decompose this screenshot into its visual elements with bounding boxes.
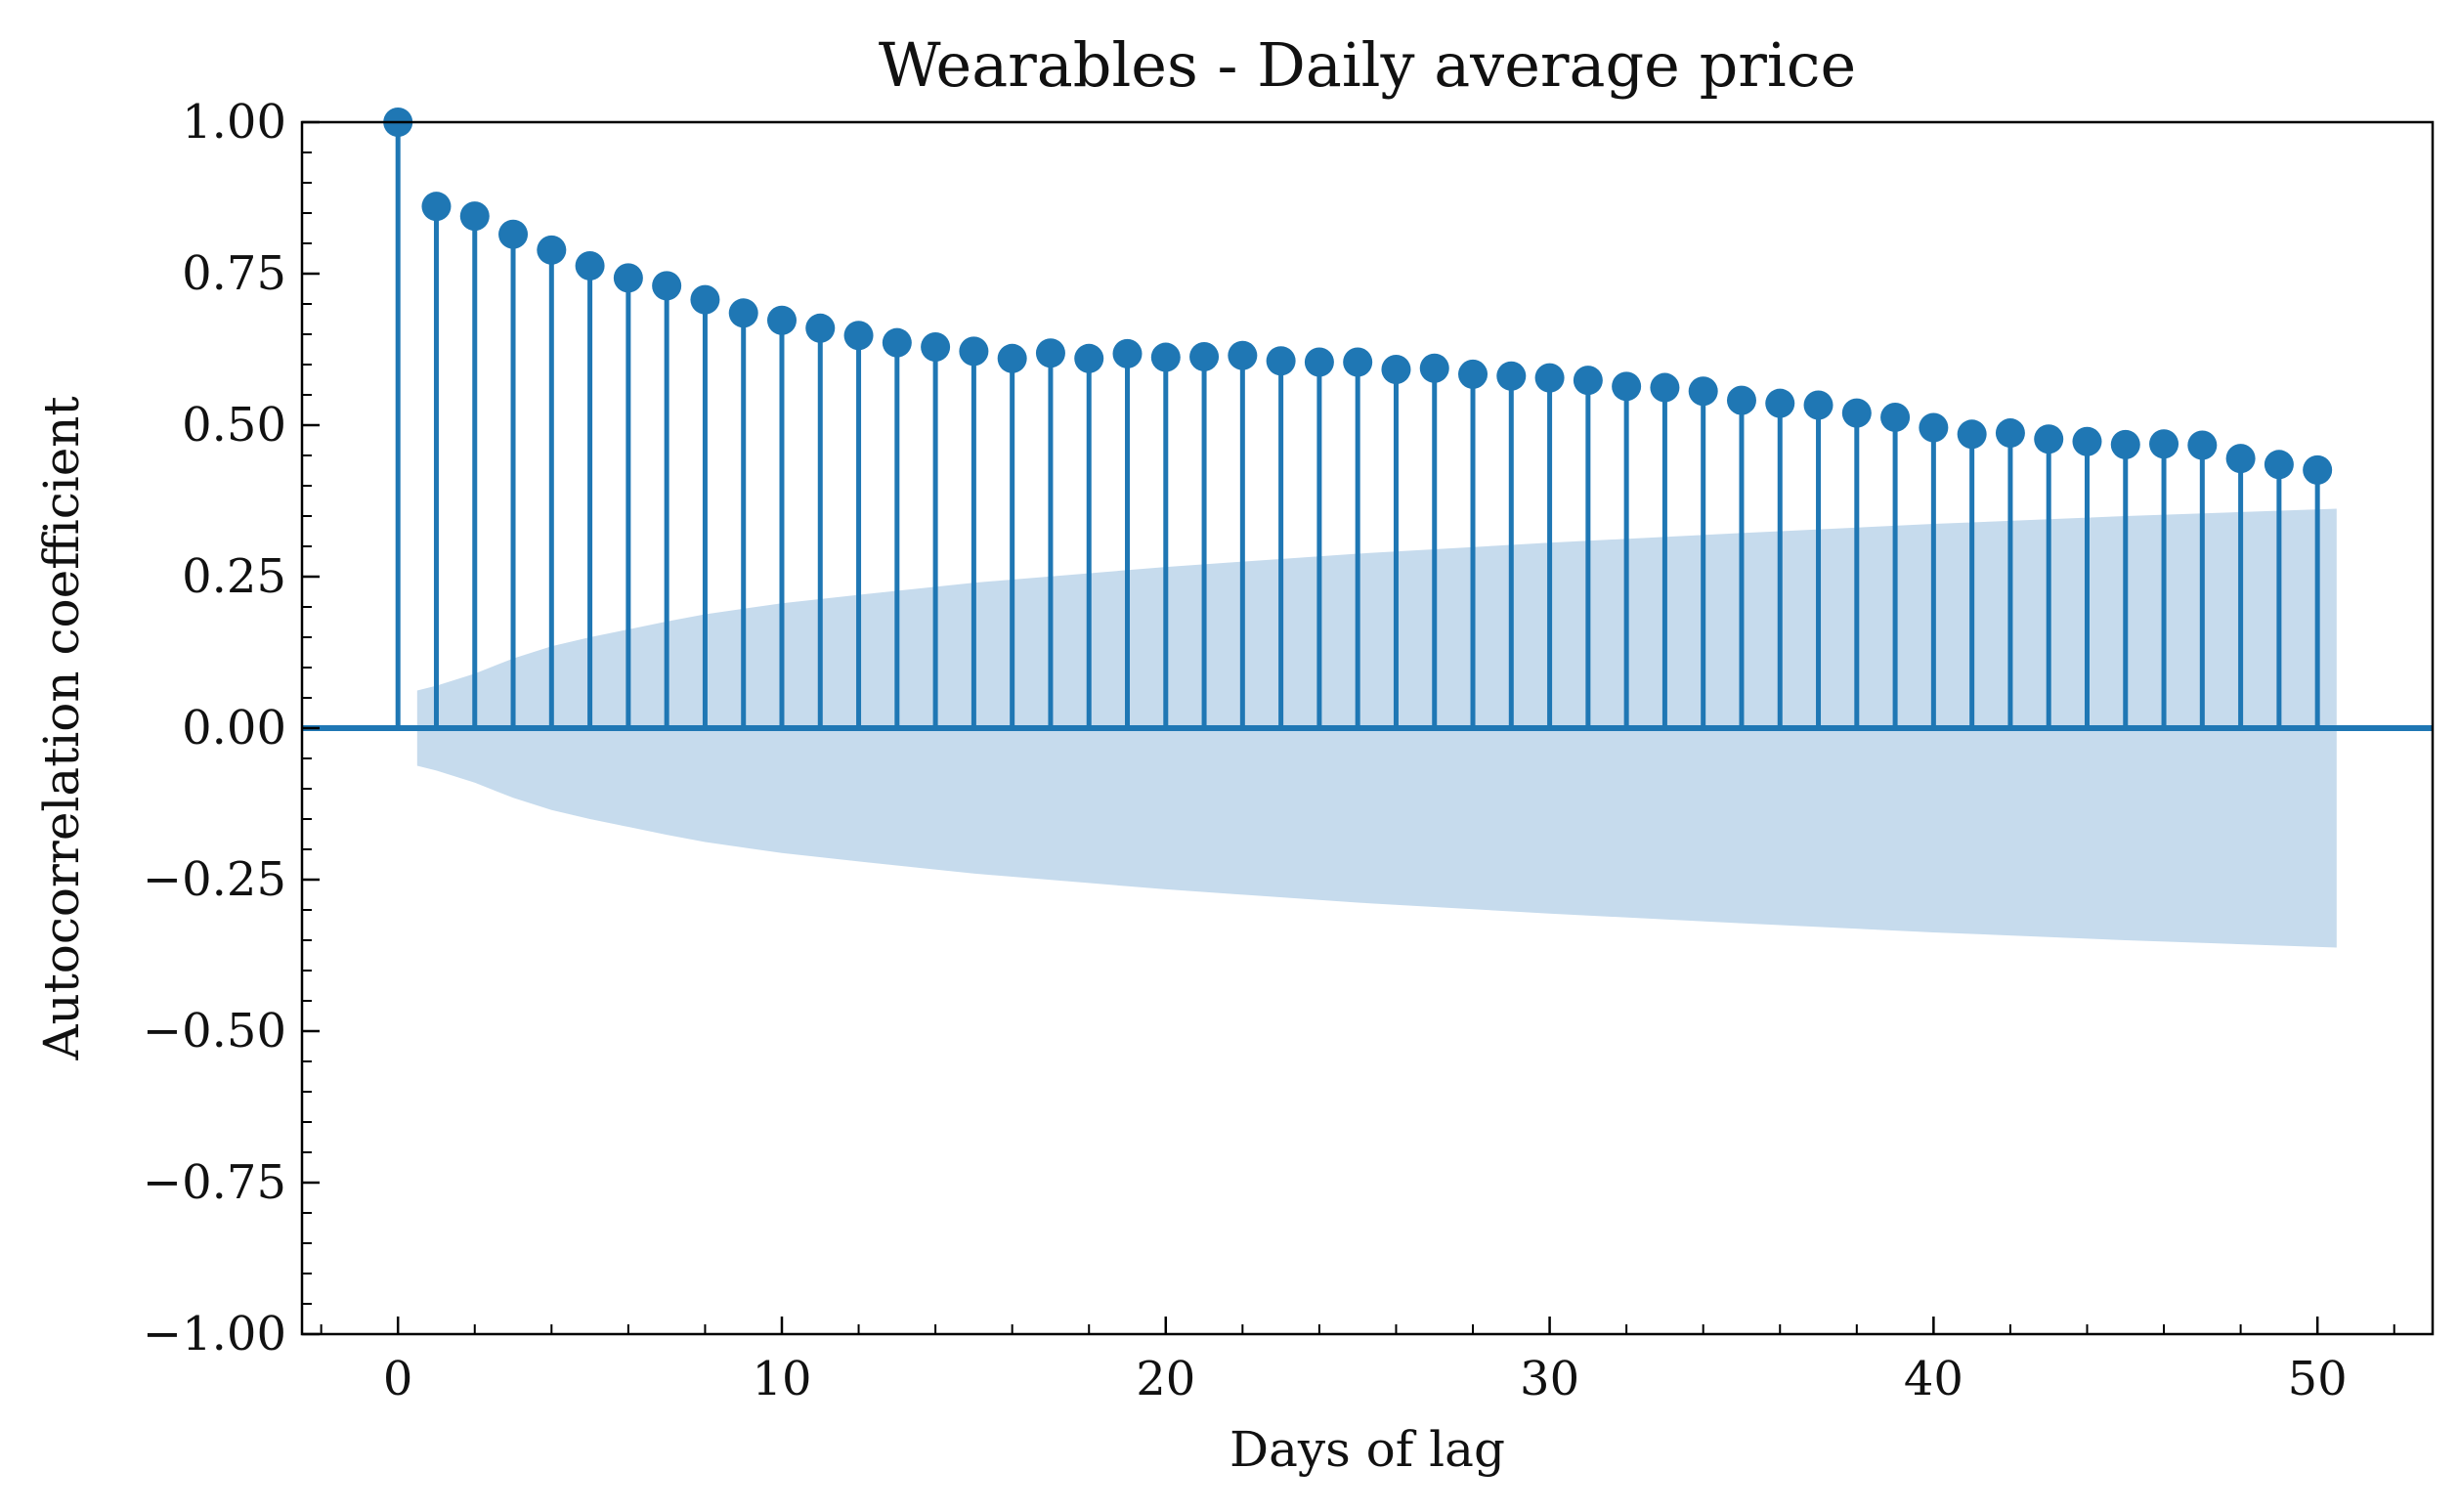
acf-point-lag-27 (1419, 353, 1449, 383)
acf-point-lag-24 (1304, 347, 1334, 377)
acf-point-lag-28 (1458, 359, 1488, 389)
acf-point-lag-38 (1841, 398, 1872, 428)
acf-point-lag-21 (1189, 341, 1220, 371)
y-tick-label: 1.00 (182, 95, 286, 150)
acf-point-lag-20 (1150, 342, 1181, 372)
acf-point-lag-18 (1074, 343, 1104, 373)
acf-point-lag-4 (537, 235, 567, 265)
acf-point-lag-3 (498, 219, 529, 249)
acf-point-lag-33 (1650, 372, 1680, 403)
acf-point-lag-5 (575, 250, 605, 281)
acf-point-lag-44 (2072, 426, 2102, 456)
acf-point-lag-49 (2264, 450, 2294, 480)
acf-point-lag-48 (2225, 444, 2256, 474)
y-tick-label: −1.00 (143, 1307, 286, 1361)
y-tick-label: 0.25 (182, 549, 286, 604)
acf-point-lag-10 (766, 305, 797, 335)
acf-point-lag-9 (728, 298, 758, 328)
acf-point-lag-26 (1381, 354, 1411, 384)
acf-point-lag-2 (459, 201, 490, 232)
y-tick-label: −0.25 (143, 852, 286, 907)
acf-point-lag-29 (1496, 361, 1527, 391)
acf-point-lag-47 (2187, 430, 2218, 460)
acf-point-lag-30 (1534, 363, 1565, 393)
acf-point-lag-1 (421, 192, 452, 222)
acf-point-lag-12 (843, 321, 874, 351)
acf-point-lag-19 (1112, 338, 1143, 368)
acf-point-lag-34 (1688, 376, 1718, 407)
acf-point-lag-31 (1573, 366, 1603, 396)
acf-point-lag-41 (1957, 419, 1987, 450)
plot-frame (300, 120, 2435, 1336)
acf-point-lag-17 (1035, 338, 1065, 368)
acf-point-lag-22 (1228, 340, 1258, 370)
y-tick-label: −0.50 (143, 1004, 286, 1058)
acf-point-lag-42 (1995, 418, 2025, 449)
acf-point-lag-25 (1343, 347, 1373, 377)
x-tick-label: 30 (1520, 1352, 1579, 1406)
acf-point-lag-23 (1266, 346, 1296, 376)
ticks-layer: 1.00 0.75 0.50 0.25 0.00 −0.25 −0.50 −0.75 −1.00… (143, 95, 2395, 1406)
chart-title: Wearables - Daily average price (879, 29, 1856, 101)
acf-point-lag-46 (2149, 429, 2179, 459)
x-tick-label: 20 (1136, 1352, 1195, 1406)
y-tick-label: 0.75 (182, 246, 286, 301)
acf-point-lag-8 (690, 284, 720, 315)
acf-point-lag-16 (997, 343, 1027, 373)
acf-point-lag-35 (1726, 385, 1756, 415)
x-tick-label: 10 (752, 1352, 811, 1406)
x-tick-label: 40 (1904, 1352, 1963, 1406)
y-tick-label: 0.50 (182, 398, 286, 453)
acf-point-lag-43 (2034, 424, 2064, 454)
x-tick-label: 50 (2288, 1352, 2348, 1406)
y-tick-label: −0.75 (143, 1155, 286, 1210)
acf-point-lag-45 (2110, 429, 2140, 459)
acf-point-lag-13 (882, 327, 912, 358)
acf-point-lag-14 (921, 332, 951, 363)
x-tick-label: 0 (383, 1352, 413, 1406)
acf-point-lag-7 (652, 271, 682, 301)
acf-point-lag-50 (2303, 454, 2333, 485)
acf-point-lag-36 (1765, 388, 1795, 418)
acf-point-lag-39 (1880, 402, 1911, 432)
acf-point-lag-15 (959, 336, 989, 367)
acf-point-lag-37 (1803, 390, 1833, 420)
acf-point-lag-40 (1919, 412, 1949, 443)
stems-layer (302, 108, 2433, 731)
acf-point-lag-6 (613, 263, 643, 293)
y-tick-label: 0.00 (182, 701, 286, 756)
y-axis-title: Autocorrelation coefficient (33, 396, 90, 1060)
x-axis-title: Days of lag (1230, 1421, 1505, 1478)
acf-point-lag-32 (1612, 371, 1642, 402)
acf-point-lag-11 (805, 313, 836, 343)
